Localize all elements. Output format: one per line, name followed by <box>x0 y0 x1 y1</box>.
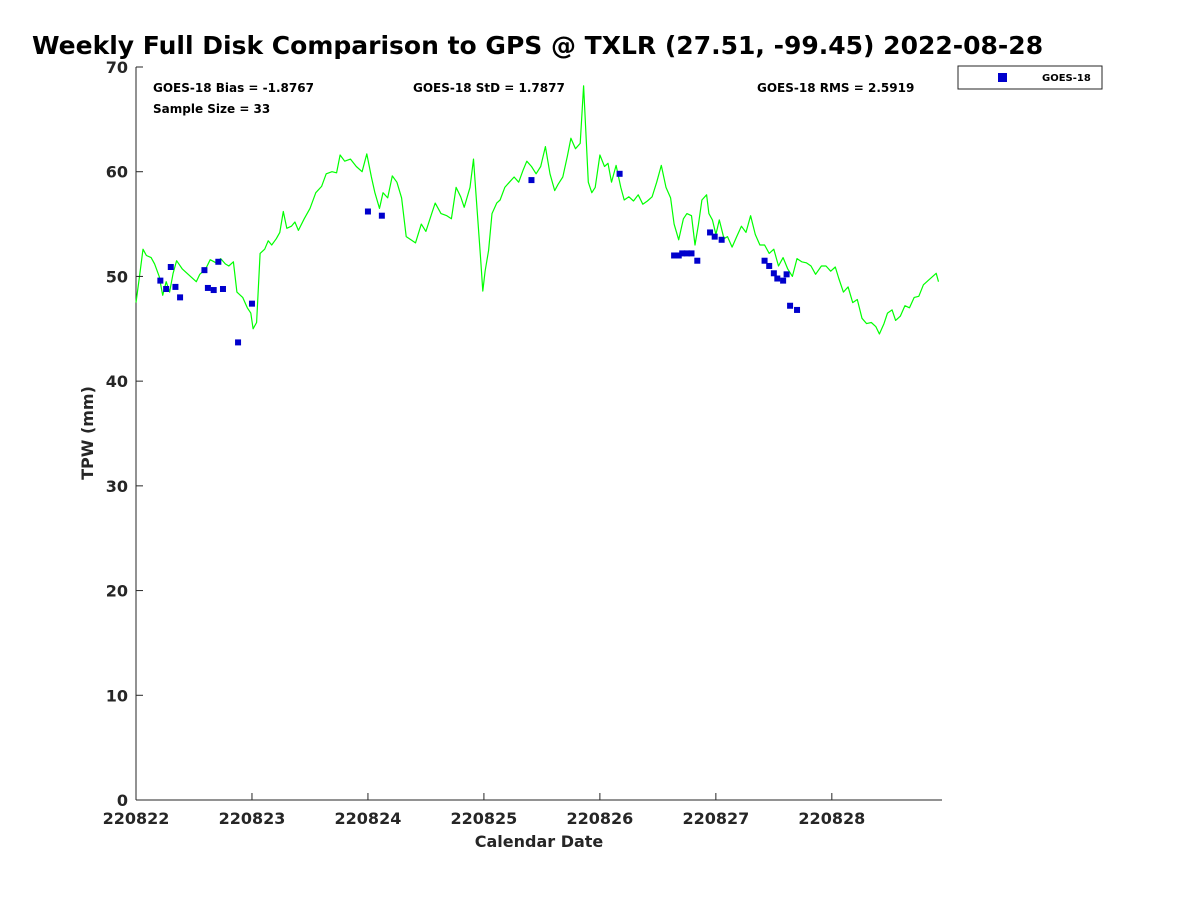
goes-18-point <box>220 286 226 292</box>
x-tick-label: 220824 <box>335 809 402 828</box>
goes-18-point <box>172 284 178 290</box>
y-tick-label: 10 <box>106 686 128 705</box>
goes-18-point <box>617 171 623 177</box>
y-tick-label: 60 <box>106 163 128 182</box>
x-tick-label: 220825 <box>451 809 518 828</box>
goes-18-point <box>774 276 780 282</box>
goes-18-point <box>762 258 768 264</box>
x-tick-label: 220823 <box>219 809 286 828</box>
y-axis-label: TPW (mm) <box>78 386 97 480</box>
std-stat: GOES-18 StD = 1.7877 <box>413 81 565 95</box>
y-tick-label: 0 <box>117 791 128 810</box>
plot-area <box>136 67 942 800</box>
x-tick-label: 220828 <box>798 809 865 828</box>
y-tick-label: 70 <box>106 58 128 77</box>
chart-title: Weekly Full Disk Comparison to GPS @ TXL… <box>32 31 1043 60</box>
y-tick-label: 40 <box>106 372 128 391</box>
legend-entry-goes-18: GOES-18 <box>1042 73 1091 84</box>
goes-18-point <box>771 270 777 276</box>
legend: GOES-18 <box>958 66 1102 89</box>
bias-stat: GOES-18 Bias = -1.8767 <box>153 81 314 95</box>
y-tick-label: 20 <box>106 582 128 601</box>
goes-18-point <box>719 237 725 243</box>
goes-18-point <box>205 285 211 291</box>
goes-18-point <box>784 271 790 277</box>
x-tick-label: 220822 <box>103 809 170 828</box>
x-tick-label: 220826 <box>566 809 633 828</box>
goes-18-point <box>157 278 163 284</box>
goes-18-point <box>163 286 169 292</box>
plot-background <box>136 67 942 800</box>
goes-18-point <box>794 307 800 313</box>
goes-18-point <box>249 301 255 307</box>
goes-18-point <box>766 263 772 269</box>
goes-18-point <box>211 287 217 293</box>
sample-size-stat: Sample Size = 33 <box>153 102 270 116</box>
rms-stat: GOES-18 RMS = 2.5919 <box>757 81 914 95</box>
goes-18-point <box>177 294 183 300</box>
goes-18-point <box>365 209 371 215</box>
goes-18-point <box>528 177 534 183</box>
goes-18-point <box>787 303 793 309</box>
goes-18-point <box>780 278 786 284</box>
y-tick-label: 50 <box>106 267 128 286</box>
goes-18-point <box>215 259 221 265</box>
goes-18-point <box>379 213 385 219</box>
legend-marker-goes-18 <box>998 73 1007 82</box>
goes-18-point <box>712 234 718 240</box>
goes-18-point <box>694 258 700 264</box>
y-tick-label: 30 <box>106 477 128 496</box>
goes-18-point <box>235 339 241 345</box>
goes-18-point <box>689 250 695 256</box>
x-axis-label: Calendar Date <box>475 832 604 851</box>
x-tick-label: 220827 <box>682 809 749 828</box>
goes-18-point <box>168 264 174 270</box>
goes-18-point <box>201 267 207 273</box>
